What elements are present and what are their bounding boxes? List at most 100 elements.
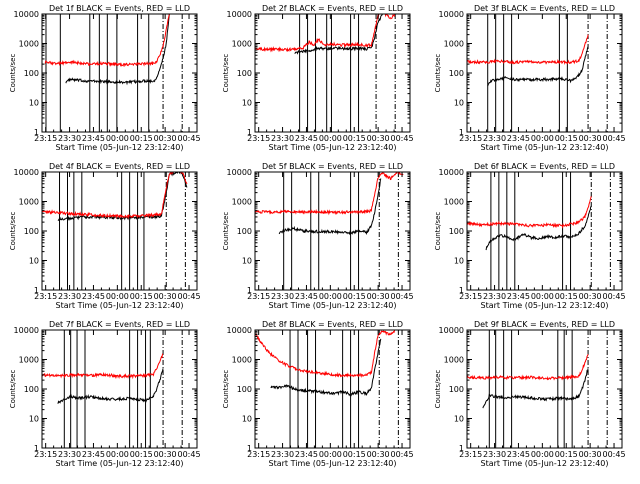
x-tick-label: 23:45 [82, 292, 105, 301]
y-axis-label: Counts/sec [222, 54, 230, 93]
y-tick-label: 10 [454, 257, 464, 266]
x-tick-label: 00:45 [178, 292, 201, 301]
x-axis-label: Start Time (05-Jun-12 23:12:40) [56, 143, 184, 152]
series-line-lld [255, 14, 396, 53]
chart-title: Det 4f BLACK = Events, RED = LLD [49, 162, 190, 171]
y-tick-label: 1000 [19, 40, 39, 49]
y-tick-label: 10000 [227, 10, 252, 19]
series-line-lld [467, 196, 592, 229]
x-tick-label: 00:00 [531, 292, 554, 301]
x-tick-label: 00:15 [130, 450, 153, 459]
y-axis-label: Counts/sec [9, 212, 17, 251]
x-tick-label: 23:45 [507, 450, 530, 459]
x-tick-label: 23:15 [459, 292, 482, 301]
x-tick-label: 23:45 [295, 292, 318, 301]
x-tick-label: 00:30 [367, 450, 390, 459]
x-tick-label: 23:15 [459, 134, 482, 143]
x-tick-label: 23:30 [271, 134, 294, 143]
x-tick-label: 00:00 [319, 134, 342, 143]
x-tick-label: 23:30 [271, 292, 294, 301]
y-tick-label: 10 [242, 415, 252, 424]
chart-panel-9: 1 10 100 1000 10000 23:15 23:30 23:45 00:00 00:15… [434, 320, 626, 468]
x-tick-label: 23:45 [295, 134, 318, 143]
y-tick-label: 100 [237, 69, 252, 78]
y-tick-label: 1000 [444, 198, 464, 207]
y-tick-label: 100 [449, 385, 464, 394]
series-group [467, 34, 589, 87]
x-tick-label: 00:45 [178, 450, 201, 459]
x-tick-label: 23:45 [82, 450, 105, 459]
series-line-events [294, 14, 383, 55]
y-tick-label: 10 [29, 257, 39, 266]
x-tick-label: 23:30 [58, 450, 81, 459]
x-tick-label: 23:30 [483, 292, 506, 301]
series-group [44, 14, 170, 86]
x-tick-label: 00:30 [154, 450, 177, 459]
series-group [467, 196, 592, 251]
y-tick-label: 1 [34, 286, 39, 295]
y-axis-label: Counts/sec [434, 370, 442, 409]
y-tick-label: 10000 [227, 326, 252, 335]
y-tick-label: 10 [454, 99, 464, 108]
y-axis-label: Counts/sec [434, 54, 442, 93]
y-tick-label: 1 [34, 444, 39, 453]
y-axis-label: Counts/sec [9, 54, 17, 93]
x-axis-label: Start Time (05-Jun-12 23:12:40) [481, 459, 609, 468]
x-tick-label: 23:15 [247, 134, 270, 143]
x-tick-label: 00:15 [130, 292, 153, 301]
x-axis-label: Start Time (05-Jun-12 23:12:40) [56, 459, 184, 468]
series-line-events [65, 14, 170, 86]
series-line-events [57, 172, 188, 222]
x-tick-label: 00:00 [531, 134, 554, 143]
series-group [255, 330, 396, 397]
y-tick-label: 1 [459, 444, 464, 453]
y-tick-label: 10000 [14, 326, 39, 335]
x-tick-label: 00:45 [603, 292, 626, 301]
chart-title: Det 3f BLACK = Events, RED = LLD [474, 4, 615, 13]
x-axis-label: Start Time (05-Jun-12 23:12:40) [269, 459, 397, 468]
x-tick-label: 00:15 [343, 134, 366, 143]
chart-panel-4: 1 10 100 1000 10000 23:15 23:30 23:45 00:00 00:15… [9, 162, 201, 310]
y-tick-label: 1 [459, 128, 464, 137]
y-tick-label: 10000 [439, 326, 464, 335]
chart-title: Det 8f BLACK = Events, RED = LLD [262, 320, 403, 329]
x-tick-label: 00:00 [531, 450, 554, 459]
x-tick-label: 00:15 [343, 450, 366, 459]
y-tick-label: 1 [247, 444, 252, 453]
x-tick-label: 23:30 [483, 134, 506, 143]
x-tick-label: 00:00 [106, 450, 129, 459]
series-line-lld [42, 172, 188, 220]
series-line-lld [44, 14, 170, 68]
y-tick-label: 10 [242, 257, 252, 266]
x-tick-label: 00:45 [603, 450, 626, 459]
x-tick-label: 00:30 [154, 134, 177, 143]
y-tick-label: 1000 [232, 356, 252, 365]
y-tick-label: 10000 [439, 10, 464, 19]
chart-panel-5: 1 10 100 1000 10000 23:15 23:30 23:45 00:00 00:15… [222, 162, 414, 310]
x-axis-label: Start Time (05-Jun-12 23:12:40) [269, 301, 397, 310]
chart-panel-2: 1 10 100 1000 10000 23:15 23:30 23:45 00:00 00:15… [222, 4, 414, 152]
x-tick-label: 00:15 [343, 292, 366, 301]
y-tick-label: 10000 [14, 10, 39, 19]
y-tick-label: 100 [449, 69, 464, 78]
y-axis-label: Counts/sec [222, 212, 230, 251]
y-axis-label: Counts/sec [222, 370, 230, 409]
y-tick-label: 1 [459, 286, 464, 295]
y-tick-label: 10 [454, 415, 464, 424]
y-tick-label: 1000 [19, 198, 39, 207]
x-tick-label: 23:15 [459, 450, 482, 459]
chart-title: Det 5f BLACK = Events, RED = LLD [262, 162, 403, 171]
series-line-events [487, 46, 589, 87]
x-tick-label: 23:15 [247, 292, 270, 301]
x-tick-label: 00:30 [367, 134, 390, 143]
x-tick-label: 00:00 [106, 134, 129, 143]
y-tick-label: 100 [24, 227, 39, 236]
x-tick-label: 00:15 [555, 450, 578, 459]
x-tick-label: 00:45 [391, 292, 414, 301]
y-tick-label: 100 [449, 227, 464, 236]
x-tick-label: 00:15 [130, 134, 153, 143]
x-tick-label: 23:30 [58, 292, 81, 301]
x-tick-label: 00:00 [106, 292, 129, 301]
